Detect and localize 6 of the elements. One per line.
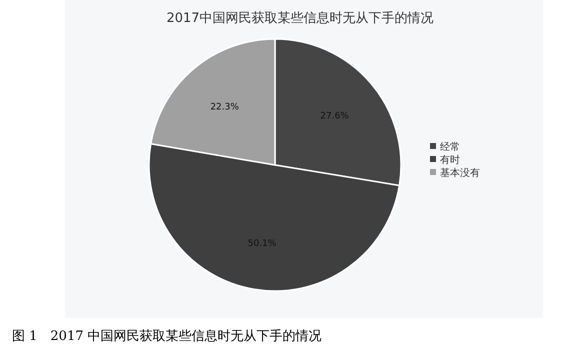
caption: 图 1 2017 中国网民获取某些信息时无从下手的情况 (12, 329, 322, 344)
chart-title: 2017中国网民获取某些信息时无从下手的情况 (166, 11, 434, 26)
data-label: 22.3% (210, 102, 240, 112)
legend-label: 经常 (440, 141, 460, 153)
legend-label: 有时 (440, 154, 460, 166)
legend-label: 基本没有 (440, 167, 480, 179)
